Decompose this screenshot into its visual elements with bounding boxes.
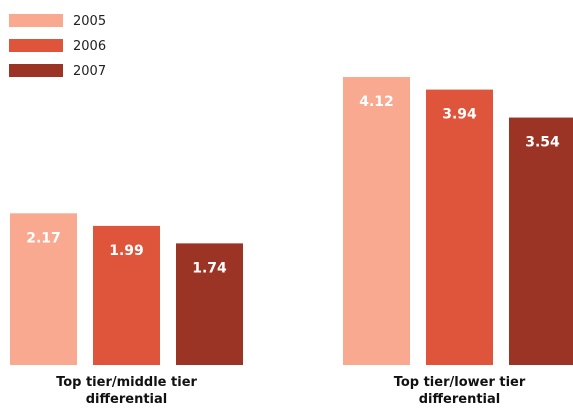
value-labels: 2.17 1.99 1.74 4.12 3.94 3.54 [26, 94, 560, 276]
category-label-2-line-1: Top tier/lower tier [394, 375, 526, 390]
bar-2005-category-2 [343, 77, 410, 366]
legend-swatch-2005 [9, 14, 63, 27]
bar-2007-category-2 [509, 117, 573, 365]
value-label-2006-category-2: 3.94 [442, 107, 477, 123]
legend-swatch-2006 [9, 39, 63, 52]
category-label-1-line-2: differential [86, 392, 168, 407]
value-label-2007-category-1: 1.74 [192, 260, 227, 276]
bar-2005-category-1 [10, 213, 77, 365]
legend-swatch-2007 [9, 64, 63, 77]
category-label-2-line-2: differential [419, 392, 501, 407]
legend-label-2006: 2006 [73, 39, 106, 54]
value-label-2007-category-2: 3.54 [525, 135, 560, 151]
bars [10, 77, 573, 366]
bar-2007-category-1 [176, 243, 243, 365]
category-label-1-line-1: Top tier/middle tier [56, 375, 197, 390]
value-label-2006-category-1: 1.99 [109, 243, 144, 259]
category-labels: Top tier/middle tier differential Top tier… [56, 375, 526, 407]
bar-2006-category-2 [426, 89, 493, 366]
legend: 2005 2006 2007 [9, 14, 106, 79]
legend-label-2005: 2005 [73, 14, 106, 29]
bar-2006-category-1 [93, 225, 160, 365]
value-label-2005-category-2: 4.12 [359, 94, 394, 110]
value-label-2005-category-1: 2.17 [26, 230, 61, 246]
legend-label-2007: 2007 [73, 64, 106, 79]
